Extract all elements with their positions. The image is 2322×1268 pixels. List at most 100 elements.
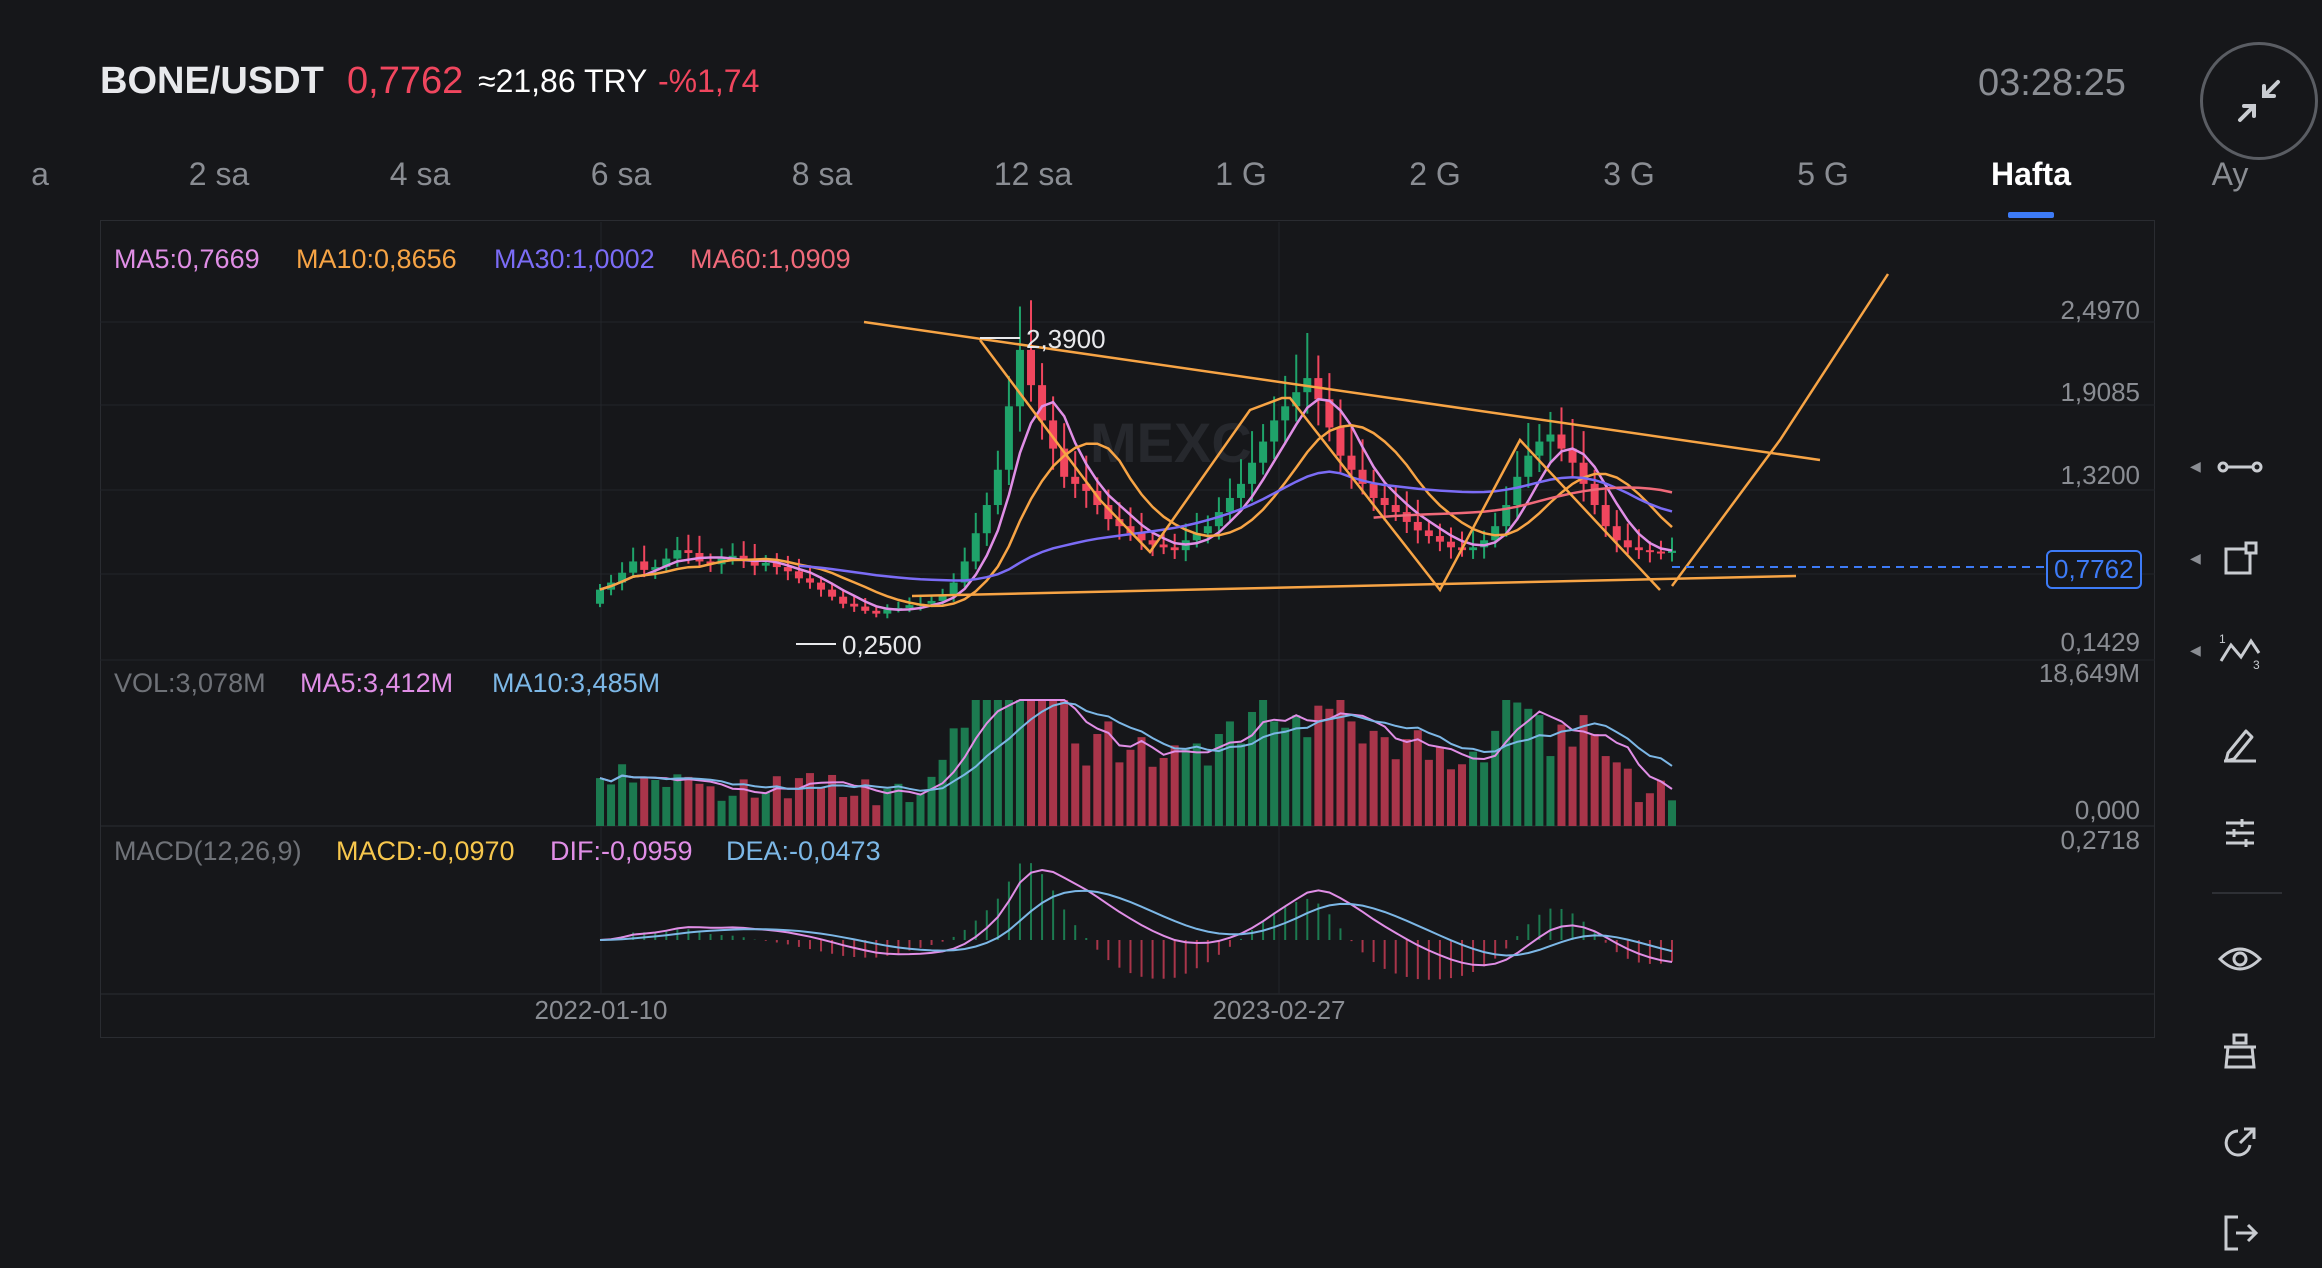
tab-3-g[interactable]: 3 G [1603, 156, 1655, 192]
volume-bar [993, 700, 1002, 826]
tab-5-g[interactable]: 5 G [1797, 156, 1849, 192]
candle-body [1270, 420, 1279, 442]
candle-body [1469, 547, 1478, 551]
volume-bar [596, 778, 604, 826]
active-tab-indicator [2008, 212, 2054, 218]
candle-body [1524, 455, 1533, 477]
volume-bar [894, 783, 903, 826]
ma5-legend: MA5:0,7669 [114, 244, 260, 274]
tool-line-segment[interactable]: ◀ [2190, 432, 2290, 502]
tool-pencil[interactable] [2190, 708, 2290, 778]
candle-body [839, 596, 848, 604]
volume-bar [1469, 751, 1478, 826]
candle-body [1082, 483, 1091, 491]
tab-ay[interactable]: Ay [2211, 156, 2249, 192]
vol-ma10-line [599, 701, 1673, 792]
tab-8-sa[interactable]: 8 sa [791, 156, 853, 192]
tool-visibility[interactable] [2190, 924, 2290, 994]
volume-bar [1369, 730, 1378, 826]
header: BONE/USDT 0,7762 ≈21,86 TRY -%1,74 03:28… [0, 0, 2322, 160]
candle-body [1502, 505, 1511, 527]
volume-bar [1281, 727, 1290, 826]
tab-1-g[interactable]: 1 G [1215, 156, 1267, 192]
candle-body [596, 589, 604, 604]
volume-bar [805, 773, 814, 826]
price-tick-3: 1,3200 [2060, 460, 2140, 490]
tool-share[interactable] [2190, 1108, 2290, 1178]
expand-caret-icon: ◀ [2190, 642, 2201, 658]
date-label-1: 2022-01-10 [534, 995, 668, 1025]
volume-bar [1060, 700, 1069, 826]
trendline-resistance [863, 320, 1821, 462]
pair-title[interactable]: BONE/USDT [100, 60, 324, 102]
tool-indicator-settings[interactable] [2190, 798, 2290, 868]
collapse-fullscreen-button[interactable] [2200, 42, 2318, 160]
ma60-legend: MA60:1,0909 [690, 244, 851, 274]
eye-icon [2218, 947, 2262, 971]
volume-bar [1015, 700, 1024, 826]
dea-legend: DEA:-0,0473 [726, 836, 881, 866]
candle-body [1435, 536, 1444, 542]
low-price-mark: 0,2500 [842, 630, 922, 660]
candle-body [629, 561, 638, 573]
ma5-line [599, 397, 1673, 611]
candle-body [1546, 434, 1555, 442]
share-icon [2224, 1127, 2256, 1157]
macd-tick-max: 0,2718 [2060, 825, 2140, 855]
candle-body [1491, 526, 1500, 541]
kline-chart[interactable]: MEXC [0, 0, 2322, 1080]
tab-12-sa[interactable]: 12 sa [993, 156, 1073, 192]
interval-tabs: a 2 sa 4 sa 6 sa 8 sa 12 sa 1 G 2 G 3 G 5 G Hafta A… [0, 150, 2322, 220]
tab-a[interactable]: a [31, 156, 49, 192]
volume-bar [739, 779, 748, 826]
volume-bar [1325, 708, 1334, 826]
candle-body [817, 582, 826, 590]
candle-body [1579, 462, 1588, 484]
candle-body [1137, 533, 1146, 541]
volume-bar [1446, 769, 1455, 826]
tab-6-sa[interactable]: 6 sa [590, 156, 652, 192]
candle-body [1668, 550, 1676, 553]
volume-bar [916, 793, 925, 826]
vol-tick-max: 18,649M [2038, 658, 2140, 688]
volume-bar [1303, 737, 1312, 826]
volume-bar [695, 783, 704, 826]
candle-body [1192, 533, 1201, 541]
volume-bar [905, 802, 914, 826]
candle-body [1259, 441, 1268, 463]
shape-tool-icon [2224, 541, 2258, 575]
candle-body [1236, 483, 1245, 498]
volume-bar [817, 787, 826, 826]
chart-frame[interactable] [100, 220, 2155, 1038]
tool-shape[interactable]: ◀ [2190, 524, 2290, 594]
candle-body [1104, 505, 1113, 520]
candle-body [1380, 497, 1389, 506]
volume-bar [684, 776, 693, 826]
candle-body [618, 572, 627, 583]
tab-hafta[interactable]: Hafta [1990, 156, 2072, 192]
tool-exit[interactable] [2190, 1198, 2290, 1268]
volume-bar [1491, 730, 1500, 826]
volume-bar [794, 778, 803, 826]
candle-body [861, 606, 870, 611]
candle-body [673, 550, 682, 559]
svg-text:1: 1 [2219, 632, 2226, 646]
volume-bar [607, 784, 616, 826]
candle-body [1369, 483, 1378, 498]
volume-bar [1668, 800, 1676, 826]
volume-bar [1027, 700, 1036, 826]
macd-legend-title: MACD(12,26,9) [114, 836, 302, 866]
volume-bar [1248, 711, 1257, 826]
tab-4-sa[interactable]: 4 sa [389, 156, 451, 192]
candle-body [761, 562, 770, 566]
watermark-text: MEXC [1090, 411, 1252, 474]
tab-2-sa[interactable]: 2 sa [188, 156, 250, 192]
candle-body [872, 610, 881, 614]
candle-body [794, 571, 803, 579]
tab-2-g[interactable]: 2 G [1409, 156, 1461, 192]
current-price-tag[interactable]: 0,7762 [2046, 550, 2142, 589]
volume-bar [783, 798, 792, 826]
volume-bar [828, 774, 837, 826]
tool-template[interactable] [2190, 1016, 2290, 1086]
